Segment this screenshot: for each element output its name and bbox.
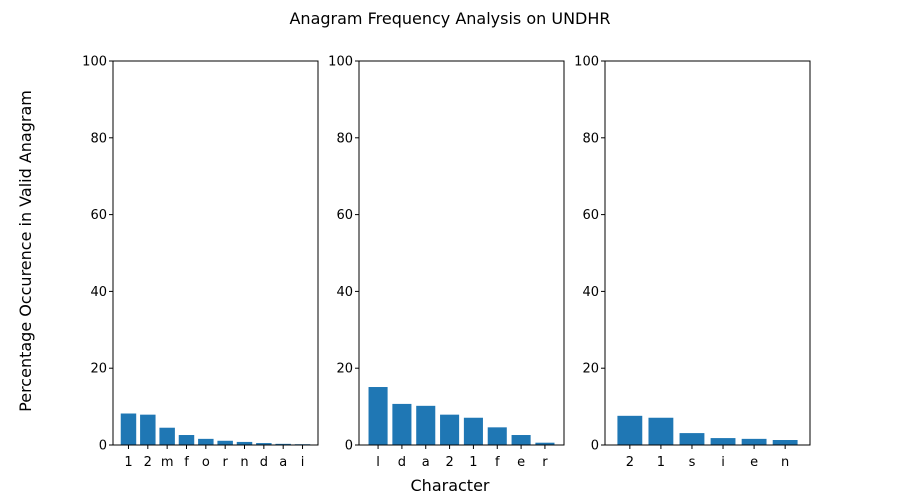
bar-1-8	[256, 443, 272, 445]
x-tick-label-2-8: r	[542, 455, 548, 470]
x-tick-label-1-7: n	[240, 455, 248, 470]
y-tick-label-1-4: 60	[90, 208, 107, 223]
subplot-1: 0 20 40 60 80 100 1 2 m f o r n d a i	[82, 55, 319, 470]
bar-2-1	[368, 387, 388, 445]
y-tick-label-1-2: 20	[90, 362, 107, 377]
bar-3-4	[710, 438, 736, 445]
x-tick-label-2-3: a	[422, 455, 430, 470]
x-tick-label-1-10: i	[301, 455, 305, 470]
bar-2-6	[487, 427, 507, 445]
bar-2-8	[535, 442, 555, 445]
bar-3-3	[679, 433, 705, 445]
y-tick-label-3-5: 80	[582, 131, 599, 146]
x-tick-label-2-7: e	[517, 455, 525, 470]
y-tick-label-1-3: 40	[90, 285, 107, 300]
bar-1-6	[217, 440, 233, 445]
y-tick-label-2-3: 40	[336, 285, 353, 300]
y-tick-label-1-6: 100	[82, 55, 107, 70]
x-tick-label-1-3: m	[161, 455, 174, 470]
y-tick-label-3-2: 20	[582, 362, 599, 377]
x-tick-label-3-2: 1	[657, 455, 665, 470]
y-tick-label-2-2: 20	[336, 362, 353, 377]
bar-1-9	[275, 443, 291, 445]
x-tick-label-1-6: r	[222, 455, 228, 470]
chart-title: Anagram Frequency Analysis on UNDHR	[289, 9, 610, 28]
axes-frame-1	[112, 60, 319, 446]
x-tick-label-1-1: 1	[124, 455, 132, 470]
bar-1-5	[198, 438, 214, 445]
x-tick-label-1-9: a	[279, 455, 287, 470]
x-tick-label-3-5: e	[750, 455, 758, 470]
y-tick-label-3-6: 100	[574, 55, 599, 70]
x-tick-label-2-6: f	[495, 455, 500, 470]
x-tick-label-3-1: 2	[626, 455, 634, 470]
subplot-2: 0 20 40 60 80 100 l d a 2 1 f e r	[328, 55, 565, 470]
y-tick-label-2-6: 100	[328, 55, 353, 70]
y-tick-label-1-1: 0	[99, 439, 107, 454]
axes-frame-2	[358, 60, 565, 446]
bar-1-7	[236, 441, 253, 445]
bar-3-1	[617, 415, 643, 445]
x-tick-label-3-3: s	[689, 455, 696, 470]
bar-2-7	[511, 435, 531, 445]
bar-2-2	[392, 403, 412, 445]
x-tick-label-1-8: d	[260, 455, 268, 470]
x-tick-label-3-6: n	[781, 455, 789, 470]
x-tick-label-3-4: i	[721, 455, 725, 470]
y-tick-label-1-5: 80	[90, 131, 107, 146]
x-tick-label-2-4: 2	[445, 455, 453, 470]
y-axis-label: Percentage Occurence in Valid Anagram	[16, 90, 35, 412]
bar-3-2	[648, 417, 674, 445]
bar-3-5	[741, 438, 767, 445]
x-tick-label-1-2: 2	[144, 455, 152, 470]
x-tick-label-1-5: o	[202, 455, 210, 470]
y-tick-label-2-1: 0	[345, 439, 353, 454]
x-axis-label: Character	[411, 476, 490, 495]
bar-2-3	[416, 405, 436, 445]
x-tick-label-2-1: l	[376, 455, 380, 470]
subplot-3: 0 20 40 60 80 100 2 1 s i e n	[574, 55, 811, 470]
bar-2-4	[440, 414, 460, 445]
y-tick-label-2-4: 60	[336, 208, 353, 223]
y-tick-label-3-1: 0	[591, 439, 599, 454]
bar-1-2	[140, 414, 156, 445]
x-tick-label-2-2: d	[398, 455, 406, 470]
bar-1-4	[178, 435, 195, 445]
bar-1-3	[159, 427, 175, 445]
axes-frame-3	[604, 60, 811, 446]
x-tick-label-2-5: 1	[469, 455, 477, 470]
bar-2-5	[463, 417, 483, 445]
y-tick-label-3-3: 40	[582, 285, 599, 300]
bar-1-1	[120, 413, 137, 445]
y-tick-label-2-5: 80	[336, 131, 353, 146]
x-tick-label-1-4: f	[184, 455, 189, 470]
bar-3-6	[772, 440, 798, 445]
y-tick-label-3-4: 60	[582, 208, 599, 223]
